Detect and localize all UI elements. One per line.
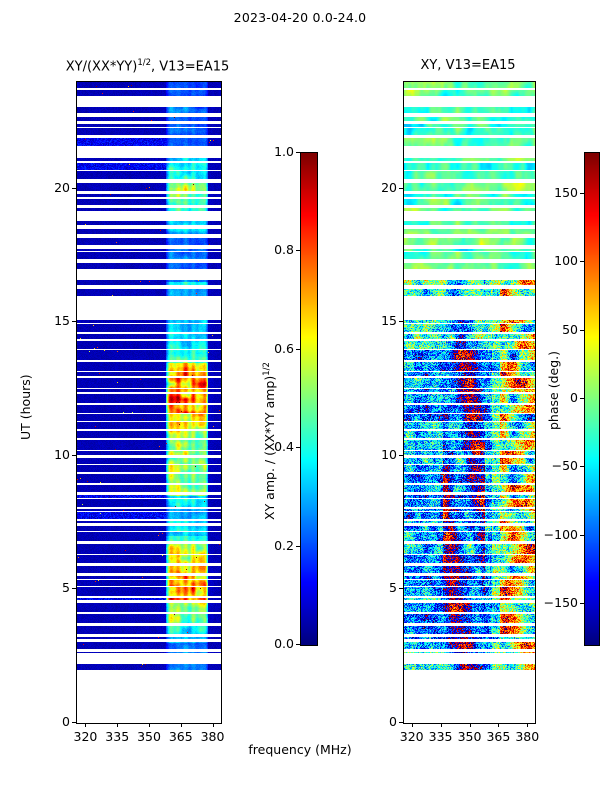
phase-colorbar-tick	[580, 534, 584, 536]
phase-colorbar-tick-label: 150	[554, 185, 578, 200]
phase-colorbar-tick	[580, 466, 584, 468]
phase-x-tick	[469, 723, 471, 727]
amplitude-y-tick	[72, 321, 76, 323]
amplitude-colorbar-tick	[296, 348, 300, 350]
phase-colorbar-tick-label: −150	[543, 595, 578, 610]
phase-y-tick-label: 15	[381, 313, 397, 329]
amplitude-colorbar-tick	[296, 250, 300, 252]
amplitude-y-tick-label: 10	[54, 446, 70, 462]
figure-suptitle: 2023-04-20 0.0-24.0	[233, 10, 367, 25]
amplitude-y-tick	[72, 454, 76, 456]
phase-x-tick-label: 350	[457, 729, 482, 744]
amplitude-panel-title: XY/(XX*YY)1/2, V13=EA15	[0, 58, 295, 74]
amplitude-y-tick-label: 5	[62, 580, 70, 596]
phase-y-tick	[399, 187, 403, 189]
amplitude-x-tick	[117, 723, 119, 727]
amplitude-x-tick-label: 350	[137, 729, 161, 744]
amplitude-colorbar-tick	[296, 545, 300, 547]
phase-colorbar-tick	[580, 193, 584, 194]
amplitude-colorbar-tick-label: 0.0	[274, 636, 294, 651]
phase-y-tick-label: 0	[389, 714, 397, 729]
amplitude-colorbar-tick	[296, 152, 300, 153]
amplitude-colorbar-tick-label: 0.6	[274, 340, 294, 356]
amplitude-colorbar[interactable]	[300, 152, 318, 646]
phase-y-tick	[399, 454, 403, 456]
phase-x-tick-label: 335	[428, 729, 453, 744]
amplitude-y-tick-label: 15	[54, 313, 70, 329]
phase-heatmap[interactable]	[403, 81, 536, 724]
amplitude-y-tick-label: 20	[54, 179, 70, 195]
phase-x-tick	[411, 723, 413, 727]
amplitude-colorbar-tick	[296, 644, 300, 645]
phase-colorbar-tick	[580, 603, 584, 604]
amplitude-x-tick-label: 320	[73, 729, 98, 744]
phase-x-tick	[440, 723, 442, 727]
phase-x-tick-label: 320	[399, 729, 424, 744]
phase-panel-title: XY, V13=EA15	[420, 58, 516, 73]
amplitude-x-tick	[212, 723, 214, 727]
amplitude-x-tick	[180, 723, 182, 727]
amplitude-panel-title-exponent: 1/2	[137, 58, 151, 68]
amplitude-x-tick	[85, 723, 87, 727]
phase-colorbar-tick-label: 50	[562, 321, 578, 337]
phase-y-tick	[399, 722, 403, 723]
phase-colorbar-tick-label: 100	[554, 253, 578, 269]
amplitude-y-tick	[72, 722, 76, 723]
amplitude-panel-title-tail: , V13=EA15	[151, 59, 230, 75]
amplitude-colorbar-tick-label: 1.0	[274, 144, 294, 159]
amplitude-x-tick-label: 380	[200, 729, 225, 744]
phase-y-tick	[399, 588, 403, 590]
phase-colorbar-tick-label: −100	[543, 526, 578, 542]
y-axis-label: UT (hours)	[18, 374, 33, 440]
phase-colorbar-tick	[580, 329, 584, 331]
phase-colorbar-tick-label: 0	[570, 390, 578, 405]
phase-colorbar-tick	[580, 398, 584, 399]
phase-y-tick-label: 20	[381, 179, 397, 195]
amplitude-x-tick	[149, 723, 150, 727]
phase-colorbar-tick	[580, 261, 584, 263]
amplitude-y-tick	[72, 588, 76, 590]
amplitude-colorbar-tick-label: 0.8	[274, 242, 294, 258]
amplitude-y-tick-label: 0	[62, 714, 70, 729]
phase-y-tick-label: 5	[389, 580, 397, 596]
amplitude-ratio-heatmap[interactable]	[76, 81, 222, 724]
phase-y-tick	[399, 321, 403, 323]
phase-x-tick	[498, 723, 500, 727]
phase-y-tick-label: 10	[381, 446, 397, 462]
amplitude-colorbar-tick-label: 0.2	[274, 537, 294, 553]
phase-colorbar-tick-label: −50	[551, 458, 578, 474]
amplitude-colorbar-tick-label: 0.4	[274, 439, 294, 455]
amplitude-panel-title-main: XY/(XX*YY)	[65, 59, 138, 75]
phase-colorbar[interactable]	[584, 152, 600, 646]
phase-x-tick-label: 380	[515, 729, 540, 744]
amplitude-x-tick-label: 335	[105, 729, 130, 744]
amplitude-colorbar-label-exponent: 1/2	[262, 362, 272, 376]
phase-x-tick	[527, 723, 529, 727]
amplitude-colorbar-tick	[296, 447, 300, 449]
x-axis-label: frequency (MHz)	[248, 742, 352, 757]
amplitude-x-tick-label: 365	[168, 729, 193, 744]
amplitude-y-tick	[72, 187, 76, 189]
phase-x-tick-label: 365	[486, 729, 511, 744]
